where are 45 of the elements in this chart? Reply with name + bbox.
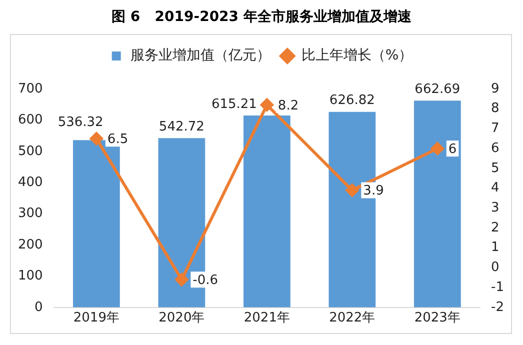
y-tick-label: 700 <box>18 81 43 96</box>
x-tick-label: 2019年 <box>73 310 120 326</box>
y2-tick-label: 1 <box>491 240 500 256</box>
point <box>430 142 444 156</box>
y-tick-label: 500 <box>18 144 43 159</box>
legend-label: 比上年增长（%） <box>301 48 413 64</box>
data-label: 626.82 <box>329 93 375 108</box>
y2-tick-label: 2 <box>491 220 500 236</box>
x-tick-label: 2020年 <box>158 310 205 326</box>
y2-tick-label: -2 <box>491 300 504 315</box>
y2-tick-label: 9 <box>491 81 500 96</box>
point <box>175 273 188 286</box>
y2-tick-label: 3 <box>491 200 500 216</box>
data-label: 6.5 <box>107 132 128 148</box>
data-label: 662.69 <box>414 82 460 98</box>
data-label: 6 <box>448 142 457 157</box>
y2-tick-label: 4 <box>491 180 500 196</box>
y2-tick-label: 7 <box>491 121 500 136</box>
y-tick-label: 400 <box>18 174 43 190</box>
y-tick-label: 600 <box>18 112 43 128</box>
y-tick-label: 100 <box>18 268 43 284</box>
legend-label: 服务业增加值（亿元） <box>130 48 270 64</box>
bar <box>414 100 461 308</box>
y2-tick-label: -1 <box>491 280 504 295</box>
y2-tick-label: 0 <box>491 260 500 276</box>
chart-title: 图 6 2019-2023 年全市服务业增加值及增速 <box>110 8 412 27</box>
point <box>346 184 359 197</box>
data-label: 3.9 <box>363 184 384 199</box>
x-tick-label: 2021年 <box>244 310 290 326</box>
point <box>260 98 274 112</box>
data-label: 615.21 <box>211 96 257 112</box>
point <box>90 132 103 146</box>
y-tick-label: 300 <box>18 206 43 222</box>
data-label: 542.72 <box>158 119 204 134</box>
data-label: -0.6 <box>192 272 218 288</box>
y-tick-label: 0 <box>34 300 43 315</box>
bar <box>243 115 290 308</box>
x-tick-label: 2022年 <box>329 310 376 326</box>
y2-tick-label: 8 <box>491 101 500 116</box>
data-label: 8.2 <box>278 98 299 114</box>
data-label: 536.32 <box>58 115 104 130</box>
y2-tick-label: 5 <box>491 160 500 176</box>
y-tick-label: 200 <box>18 237 43 252</box>
y2-tick-label: 6 <box>491 140 500 156</box>
x-tick-label: 2023年 <box>414 310 460 326</box>
